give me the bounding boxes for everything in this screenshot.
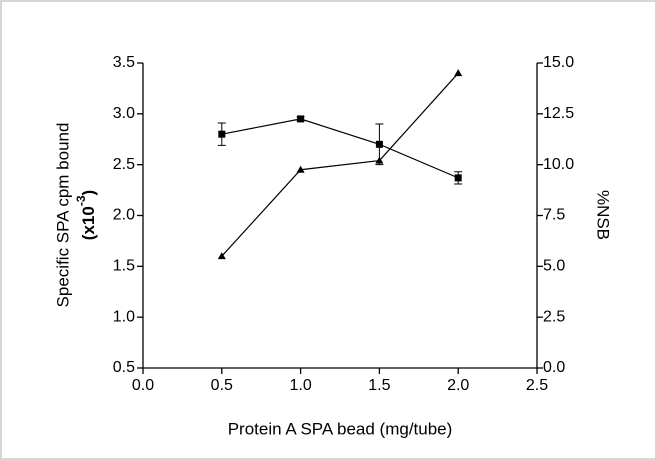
marker bbox=[218, 130, 226, 138]
marker bbox=[297, 115, 305, 123]
y2-tick-label: 5.0 bbox=[543, 258, 565, 275]
x-axis-label: Protein A SPA bead (mg/tube) bbox=[228, 419, 453, 438]
y-tick-label: 2.0 bbox=[113, 207, 135, 224]
y2-tick-label: 2.5 bbox=[543, 308, 565, 325]
y2-tick-label: 10.0 bbox=[543, 156, 574, 173]
marker bbox=[454, 174, 462, 182]
marker bbox=[296, 165, 305, 173]
x-tick-label: 0.0 bbox=[132, 377, 154, 394]
x-tick-label: 1.5 bbox=[368, 377, 390, 394]
y-axis-multiplier: (x10-3) bbox=[74, 190, 98, 240]
x-tick-label: 2.0 bbox=[447, 377, 469, 394]
y-tick-label: 1.5 bbox=[113, 258, 135, 275]
multiplier-close: ) bbox=[79, 190, 98, 196]
y-tick-label: 3.0 bbox=[113, 105, 135, 122]
y-tick-label: 0.5 bbox=[113, 359, 135, 376]
multiplier-exponent: -3 bbox=[74, 195, 88, 206]
y2-tick-label: 0.0 bbox=[543, 359, 565, 376]
marker bbox=[375, 140, 383, 148]
y2-tick-label: 7.5 bbox=[543, 207, 565, 224]
series-line bbox=[221, 118, 459, 179]
x-tick-label: 1.0 bbox=[289, 377, 311, 394]
y2-tick-label: 12.5 bbox=[543, 105, 574, 122]
y-tick-label: 3.5 bbox=[113, 54, 135, 71]
y-tick-label: 1.0 bbox=[113, 308, 135, 325]
x-tick-label: 2.5 bbox=[526, 377, 548, 394]
marker bbox=[217, 252, 226, 260]
series-line bbox=[221, 72, 459, 257]
y-axis-label: Specific SPA cpm bound bbox=[53, 123, 72, 308]
y-tick-label: 2.5 bbox=[113, 156, 135, 173]
y2-axis-label: %NSB bbox=[594, 190, 613, 240]
x-tick-label: 0.5 bbox=[211, 377, 233, 394]
y2-tick-label: 15.0 bbox=[543, 54, 574, 71]
multiplier-base: (x10 bbox=[79, 206, 98, 240]
marker bbox=[375, 156, 384, 164]
marker bbox=[454, 69, 463, 77]
